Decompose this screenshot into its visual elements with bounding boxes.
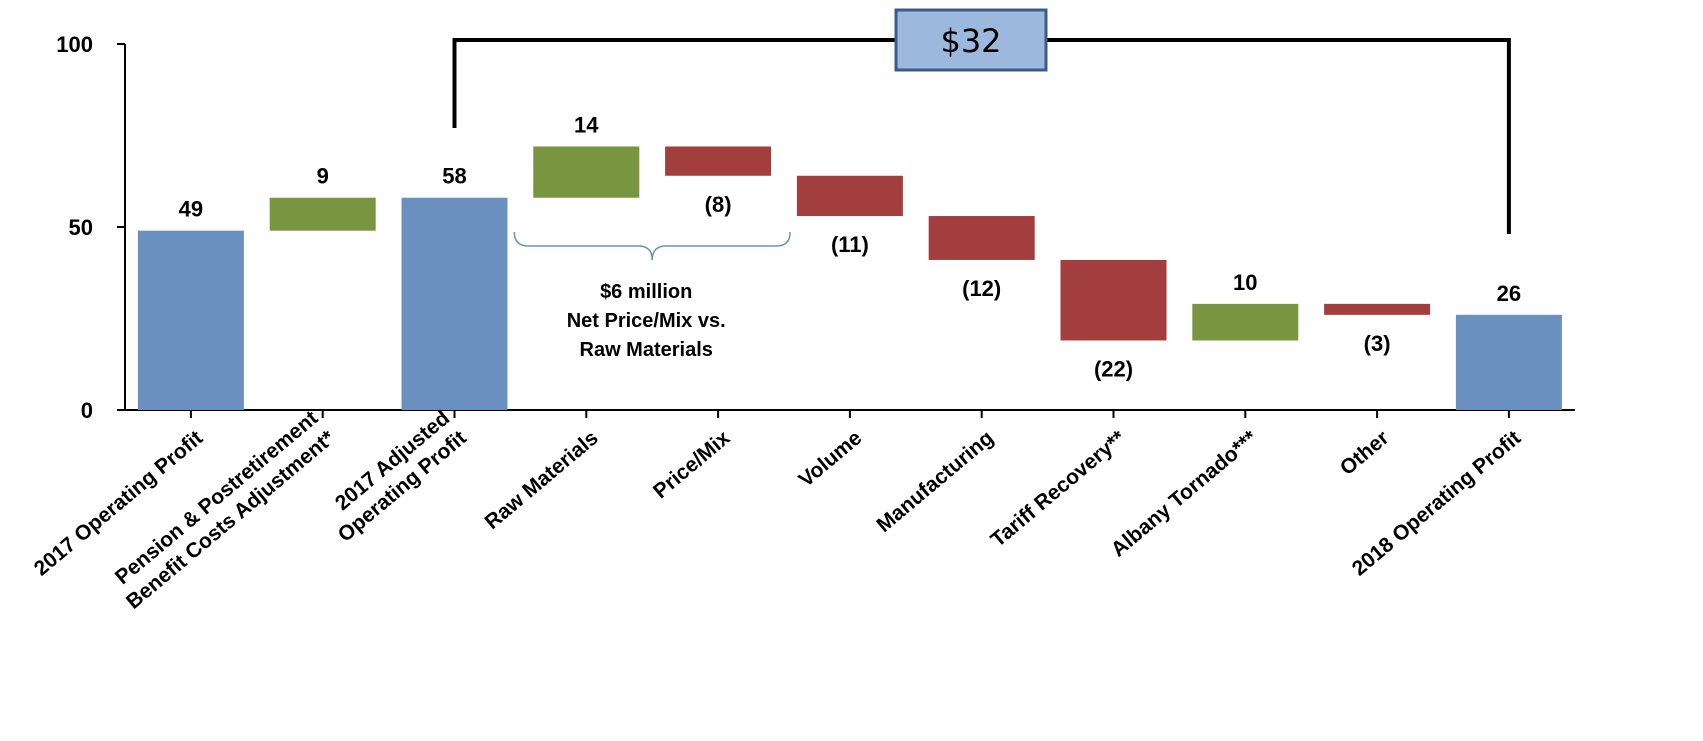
bar-decrease [1324, 303, 1431, 315]
category-label: Raw Materials [481, 426, 603, 534]
category-label-line: Albany Tornado*** [1107, 426, 1262, 562]
category-label: Volume [795, 426, 867, 491]
price-mix-note-line: Raw Materials [580, 339, 713, 361]
bar-decrease [928, 216, 1035, 260]
category-label-line: Other [1336, 426, 1394, 480]
total-change-label: $32 [940, 22, 1001, 60]
data-label: 10 [1233, 270, 1257, 295]
category-label-line: Benefit Costs Adjustment* [122, 426, 340, 614]
curly-brace [513, 231, 791, 261]
category-label: Other [1336, 426, 1394, 480]
data-label: 9 [317, 164, 329, 189]
bar-total [137, 230, 244, 410]
category-label-line: Volume [795, 426, 867, 491]
bar-increase [269, 197, 376, 231]
category-label: Manufacturing [872, 426, 998, 537]
y-tick-label: 0 [81, 398, 93, 423]
bar-decrease [665, 146, 772, 176]
value-labels: 49 9 58 14 (8) (11) (12) (22) 10 (3) 26 [179, 112, 1521, 381]
data-label: 49 [179, 197, 203, 222]
bar-total [1455, 314, 1562, 410]
data-label: 14 [574, 112, 599, 137]
data-label: 58 [442, 164, 466, 189]
category-label-line: Raw Materials [481, 426, 603, 534]
bar-decrease [796, 175, 903, 217]
data-label: (3) [1364, 331, 1391, 356]
category-label-line: Manufacturing [872, 426, 998, 537]
category-label-line: Tariff Recovery** [987, 426, 1131, 552]
bar-total [401, 197, 508, 410]
total-change-box [894, 8, 1048, 72]
data-label: (11) [831, 232, 869, 257]
data-label: (8) [705, 192, 732, 217]
y-tick-label: 50 [69, 215, 93, 240]
category-label: Albany Tornado*** [1107, 426, 1262, 562]
bar-decrease [1060, 259, 1167, 341]
category-label-line: Price/Mix [649, 426, 735, 503]
y-tick-label: 100 [56, 32, 93, 57]
price-mix-note-line: Net Price/Mix vs. [567, 310, 726, 332]
price-mix-note-line: $6 million [600, 281, 692, 303]
bar-increase [533, 146, 640, 198]
data-label: (22) [1094, 356, 1133, 381]
data-label: (12) [962, 276, 1001, 301]
data-label: 26 [1497, 281, 1521, 306]
chart-axes: 0 50 100 [56, 32, 1575, 423]
chart-bars [137, 146, 1562, 410]
category-label: Price/Mix [649, 426, 735, 503]
category-label: Tariff Recovery** [987, 426, 1131, 552]
bar-increase [1192, 303, 1299, 341]
annotations: $32 $6 million Net Price/Mix vs. Raw Materi… [452, 8, 1511, 361]
